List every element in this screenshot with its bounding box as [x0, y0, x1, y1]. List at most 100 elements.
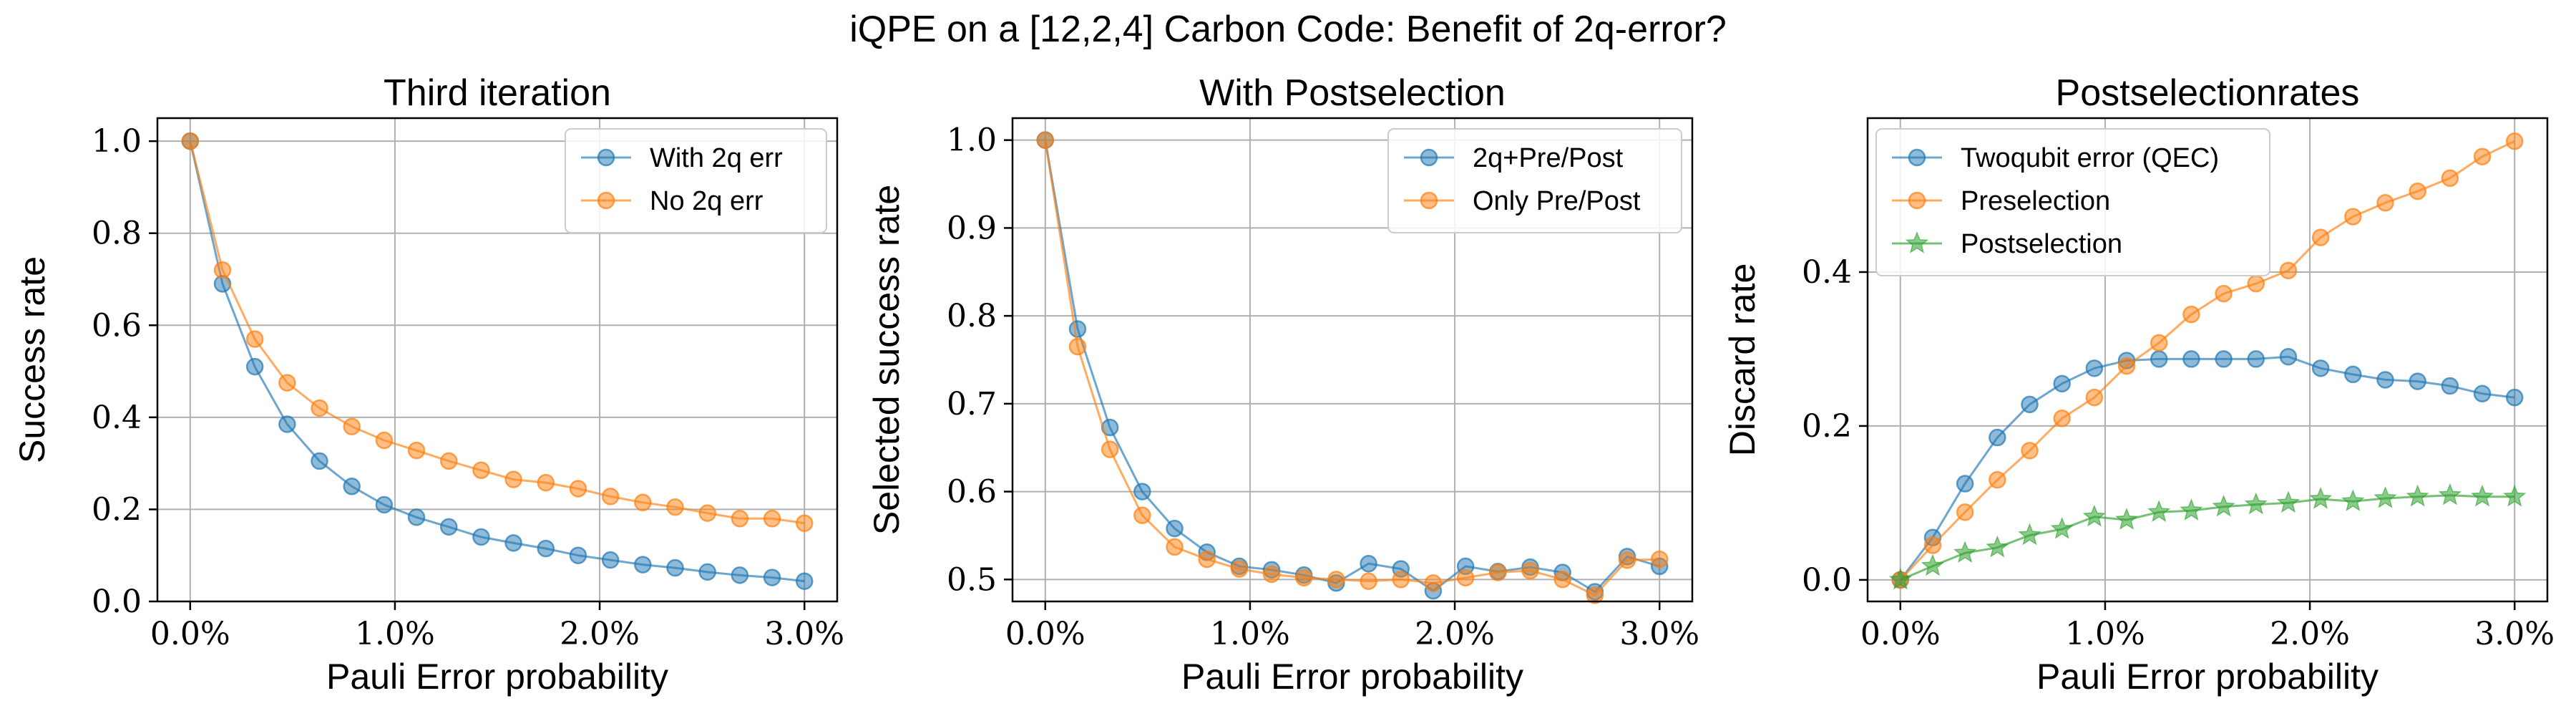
data-point — [2409, 372, 2426, 390]
data-point — [1986, 535, 2009, 558]
data-point — [2085, 359, 2104, 377]
y-tick-label: 1.0 — [92, 123, 142, 160]
data-point — [2376, 193, 2394, 212]
legend-marker — [1908, 191, 1926, 210]
data-point — [666, 498, 684, 516]
data-point — [1360, 572, 1377, 591]
legend-entry: Only Pre/Post — [1404, 186, 1641, 216]
data-point — [569, 480, 587, 498]
y-axis-label: Selected success rate — [867, 185, 907, 535]
data-point — [1650, 550, 1669, 569]
data-point — [1101, 440, 1119, 458]
data-point — [2279, 261, 2298, 280]
legend-label: 2q+Pre/Post — [1473, 143, 1624, 173]
x-tick-label: 0.0% — [1005, 616, 1085, 652]
data-point — [2182, 350, 2200, 368]
legend-marker — [1905, 231, 1929, 253]
data-point — [2505, 388, 2524, 407]
series-preselection — [1891, 132, 2524, 589]
legend: With 2q err No 2q err — [565, 128, 827, 233]
data-point — [763, 569, 781, 586]
data-point — [2438, 483, 2462, 505]
data-point — [2376, 371, 2394, 389]
legend: Twoqubit error (QEC) Preselection Postsele… — [1875, 128, 2270, 276]
data-point — [2441, 377, 2459, 395]
legend-box — [1387, 128, 1682, 233]
legend-label: Postselection — [1961, 229, 2122, 259]
data-point — [1360, 554, 1377, 573]
data-point — [2503, 484, 2527, 507]
x-tick-label: 2.0% — [1415, 616, 1495, 652]
y-axis-label: Discard rate — [1722, 263, 1762, 457]
data-point — [2150, 350, 2168, 368]
data-point — [1294, 569, 1313, 587]
data-point — [537, 539, 555, 558]
chart-title: Postselectionrates — [2056, 72, 2360, 114]
data-point — [1956, 475, 1974, 493]
data-point — [601, 551, 620, 569]
chart-panel-2: 0.0% 1.0% 2.0% 3.0% 0.5 0.6 0.7 0.8 0.9 1.0 With P… — [867, 72, 1699, 697]
data-point — [2441, 169, 2459, 188]
legend-box — [1875, 128, 2270, 276]
data-point — [1230, 560, 1249, 578]
data-point — [1036, 131, 1055, 149]
y-tick-label: 0.9 — [947, 210, 997, 246]
data-point — [245, 357, 264, 376]
y-tick-label: 0.2 — [1802, 408, 1852, 445]
legend-entry: With 2q err — [581, 143, 783, 173]
chart-panel-3: 0.0% 1.0% 2.0% 3.0% 0.0 0.2 0.4 Postselectionra… — [1722, 72, 2555, 697]
data-point — [1068, 320, 1087, 338]
series-line — [1900, 494, 2515, 581]
data-point — [181, 132, 200, 150]
data-point — [2279, 347, 2298, 366]
legend-marker — [1420, 191, 1438, 210]
data-point — [2021, 442, 2039, 460]
data-point — [601, 488, 620, 505]
chart-title: With Postselection — [1199, 72, 1506, 114]
y-tick-label: 0.5 — [947, 561, 997, 598]
data-point — [213, 261, 232, 279]
data-point — [2344, 208, 2362, 226]
data-point — [2311, 228, 2330, 246]
data-point — [439, 518, 458, 536]
data-point — [2311, 359, 2330, 377]
legend-label: Twoqubit error (QEC) — [1961, 143, 2219, 173]
data-point — [407, 441, 426, 460]
y-tick-label: 0.4 — [1802, 254, 1852, 291]
data-point — [1456, 569, 1475, 587]
data-point — [698, 504, 716, 522]
data-point — [537, 473, 555, 492]
data-point — [731, 566, 749, 584]
legend-marker — [597, 148, 615, 167]
legend-marker — [597, 191, 615, 210]
data-point — [731, 510, 749, 528]
data-point — [795, 514, 814, 532]
data-point — [2215, 284, 2233, 303]
data-point — [2247, 274, 2265, 293]
data-point — [2505, 132, 2524, 150]
y-tick-label: 0.8 — [92, 216, 142, 252]
data-point — [2018, 523, 2041, 546]
data-point — [1586, 586, 1604, 604]
legend-label: Preselection — [1961, 186, 2110, 216]
data-point — [2409, 182, 2426, 200]
data-point — [1166, 538, 1184, 556]
data-point — [634, 493, 652, 512]
data-point — [343, 417, 361, 435]
x-tick-label: 0.0% — [1860, 616, 1941, 652]
y-tick-label: 0.0 — [92, 584, 142, 620]
data-point — [1262, 565, 1281, 584]
y-tick-label: 0.2 — [92, 491, 142, 528]
data-point — [2473, 147, 2492, 165]
legend-entry: No 2q err — [581, 186, 763, 216]
axes-frame — [156, 117, 839, 603]
data-point — [763, 510, 781, 528]
series-no-2q-err — [181, 132, 814, 532]
data-point — [1133, 483, 1151, 500]
data-point — [1956, 503, 1974, 521]
data-point — [1989, 470, 2006, 489]
series-only-pre-post — [1036, 131, 1669, 604]
legend-box — [565, 128, 827, 233]
legend-entry: Postselection — [1892, 229, 2122, 259]
